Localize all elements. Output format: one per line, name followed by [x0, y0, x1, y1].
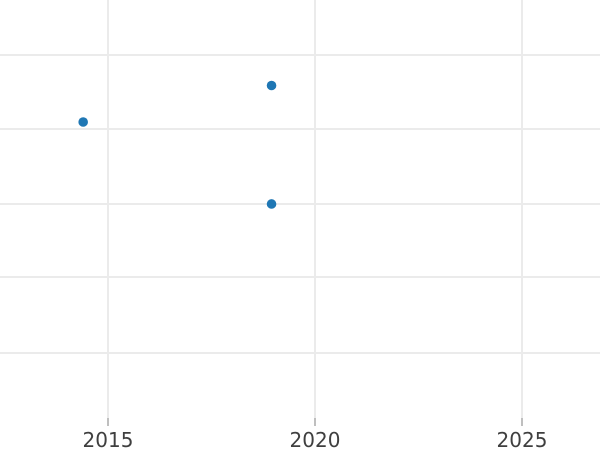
data-point [78, 117, 88, 127]
x-tick-label: 2015 [83, 428, 134, 450]
x-tick-label: 2020 [290, 428, 341, 450]
data-point [266, 80, 277, 91]
data-point [266, 199, 277, 209]
x-tick-label: 2025 [497, 428, 548, 450]
